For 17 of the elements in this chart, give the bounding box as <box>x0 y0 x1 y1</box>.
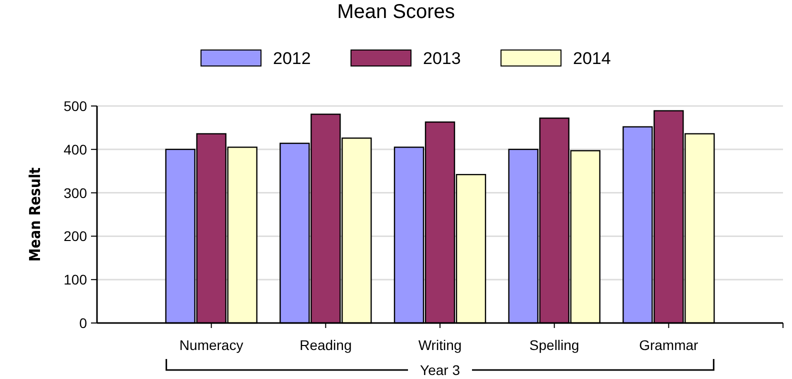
y-tick-label: 300 <box>64 184 88 201</box>
legend-label: 2012 <box>273 49 311 68</box>
chart-title: Mean Scores <box>337 1 455 23</box>
x-tick-label: Spelling <box>529 337 580 353</box>
legend-label: 2014 <box>573 49 611 68</box>
text: Year 3 <box>420 362 460 378</box>
y-axis-title: Mean Result <box>26 166 44 262</box>
y-tick-label: 200 <box>64 228 88 244</box>
legend-label: 2013 <box>423 49 461 68</box>
x-tick-label: Numeracy <box>179 337 244 353</box>
y-tick-label: 500 <box>64 98 88 114</box>
y-tick-label: 400 <box>64 141 88 158</box>
x-tick-label: Grammar <box>639 337 699 353</box>
x-tick-label: Writing <box>418 337 462 353</box>
y-tick-label: 0 <box>79 315 88 331</box>
x-tick-label: Reading <box>300 337 352 353</box>
y-tick-label: 100 <box>64 272 88 288</box>
